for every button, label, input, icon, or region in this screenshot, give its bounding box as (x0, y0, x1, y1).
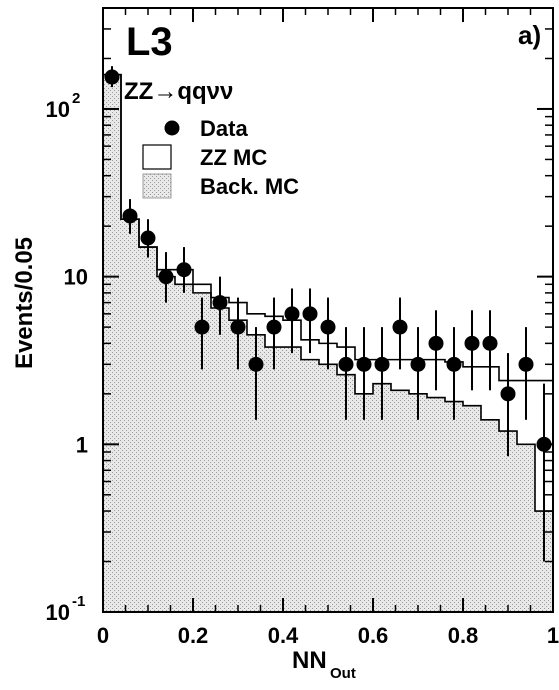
y-tick-label: 10 (46, 97, 70, 122)
legend-zz-box-icon (142, 144, 172, 170)
y-tick-exponent: 2 (72, 90, 80, 107)
data-point (356, 356, 372, 372)
data-point (500, 386, 516, 402)
data-point (122, 208, 138, 224)
x-tick-label: 0 (97, 623, 109, 648)
x-tick-label: 0.6 (358, 623, 389, 648)
data-point (410, 356, 426, 372)
x-axis-title: NN Out (292, 647, 356, 682)
legend-back-label: Back. MC (200, 174, 299, 199)
background-bar (139, 247, 157, 612)
y-axis-label: Events/0.05 (11, 237, 38, 369)
y-tick-label: 10 (46, 600, 70, 625)
panel-label: a) (518, 20, 541, 50)
data-point (158, 269, 174, 285)
background-bar (301, 359, 319, 612)
data-point (104, 69, 120, 85)
x-tick-label: 0.4 (268, 623, 299, 648)
data-points (104, 66, 552, 562)
background-bar (265, 347, 283, 612)
background-bar (463, 405, 481, 612)
background-bar (121, 219, 139, 612)
legend-back-box-icon (142, 173, 172, 199)
background-bar (193, 292, 211, 612)
legend-data-label: Data (200, 116, 248, 141)
legend-zz-label: ZZ MC (200, 145, 267, 170)
experiment-label: L3 (126, 20, 173, 64)
data-point (140, 230, 156, 246)
background-bar (229, 320, 247, 612)
data-point (464, 335, 480, 351)
background-bar (355, 393, 373, 612)
x-tick-label: 0.2 (178, 623, 209, 648)
data-point (194, 319, 210, 335)
background-bar (319, 364, 337, 612)
x-axis-label-subscript: Out (330, 665, 356, 682)
background-bar (373, 383, 391, 612)
data-point (230, 319, 246, 335)
background-outline (102, 73, 554, 612)
y-tick-label: 1 (76, 432, 88, 457)
background-bar (103, 74, 121, 613)
background-bar (517, 444, 535, 612)
data-point (284, 306, 300, 322)
data-point (392, 319, 408, 335)
data-point (374, 356, 390, 372)
data-point (248, 356, 264, 372)
process-label: ZZ→qqνν (124, 78, 233, 105)
background-bar (481, 419, 499, 612)
data-point (176, 262, 192, 278)
background-bar (427, 397, 445, 612)
background-bar (283, 347, 301, 612)
x-tick-label: 1 (547, 623, 559, 648)
data-point (212, 295, 228, 311)
data-point (302, 306, 318, 322)
y-tick-label: 10 (64, 265, 88, 290)
background-bar (211, 308, 229, 612)
background-bar (445, 401, 463, 612)
background-mc-bars (102, 73, 554, 613)
background-bar (409, 393, 427, 612)
legend: Data ZZ MC Back. MC (142, 116, 299, 199)
background-bar (337, 374, 355, 612)
background-bar (499, 431, 517, 612)
data-point (518, 356, 534, 372)
legend-data-marker-icon (164, 120, 180, 136)
x-axis-label: NN (292, 647, 327, 674)
data-point (338, 356, 354, 372)
background-bar (157, 276, 175, 612)
zz-mc-step-line (102, 73, 554, 612)
background-bar (391, 390, 409, 612)
background-bar (175, 284, 193, 612)
background-bar (247, 334, 265, 612)
data-point (446, 356, 462, 372)
data-point (320, 319, 336, 335)
x-tick-label: 0.8 (448, 623, 479, 648)
y-tick-exponent: -1 (72, 593, 85, 610)
data-point (266, 319, 282, 335)
zz-mc-histogram (102, 73, 554, 612)
data-point (482, 335, 498, 351)
data-point (428, 335, 444, 351)
